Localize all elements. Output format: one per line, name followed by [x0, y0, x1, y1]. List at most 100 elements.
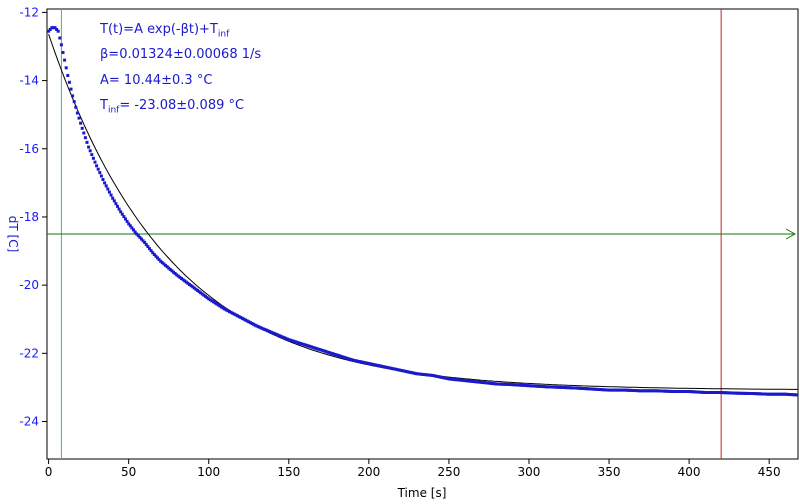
- data-point: [417, 372, 420, 376]
- data-point: [770, 392, 774, 396]
- data-point: [641, 389, 645, 393]
- data-point: [138, 235, 142, 239]
- data-point: [314, 346, 318, 350]
- data-point: [570, 386, 574, 390]
- data-point: [288, 338, 292, 342]
- data-point: [268, 330, 272, 333]
- data-point: [420, 372, 424, 376]
- data-point: [758, 392, 762, 396]
- data-point: [692, 390, 696, 394]
- data-point: [511, 383, 515, 387]
- data-point: [312, 346, 316, 350]
- data-point: [401, 369, 404, 373]
- data-point: [617, 388, 621, 392]
- data-point: [594, 387, 598, 391]
- data-point: [602, 388, 606, 392]
- data-point: [130, 226, 134, 230]
- data-point: [152, 253, 156, 256]
- data-point: [58, 36, 62, 40]
- data-point: [573, 386, 577, 390]
- data-point: [753, 392, 757, 396]
- data-point: [261, 327, 265, 331]
- data-point: [210, 299, 214, 303]
- data-point: [609, 388, 613, 392]
- data-point: [567, 386, 571, 390]
- data-point: [120, 212, 124, 216]
- data-point: [223, 307, 227, 311]
- data-point: [783, 392, 787, 396]
- y-axis-title: dT [C]: [6, 216, 20, 253]
- data-point: [730, 391, 734, 395]
- data-point: [714, 391, 718, 394]
- data-point: [474, 380, 478, 384]
- data-point: [626, 388, 630, 392]
- data-point: [537, 384, 541, 388]
- tinf-symbol: T: [100, 98, 108, 113]
- data-point: [501, 382, 505, 386]
- data-point: [178, 275, 182, 279]
- data-point: [694, 390, 697, 394]
- data-point: [240, 316, 244, 320]
- data-point: [578, 386, 582, 390]
- data-point: [237, 315, 241, 319]
- data-point: [698, 390, 702, 394]
- data-point: [583, 387, 587, 391]
- data-point: [79, 121, 83, 125]
- data-point: [426, 373, 430, 377]
- data-point: [356, 359, 360, 363]
- data-points: [47, 26, 798, 397]
- data-point: [399, 368, 403, 372]
- data-point: [481, 381, 484, 384]
- data-point: [759, 392, 763, 396]
- data-point: [247, 320, 251, 324]
- data-point: [794, 393, 798, 397]
- data-point: [207, 297, 211, 301]
- data-point: [614, 388, 617, 392]
- data-point: [527, 384, 531, 388]
- data-point: [320, 348, 324, 352]
- data-point: [365, 361, 369, 365]
- data-point: [298, 341, 302, 345]
- tinf-label: Tinf= -23.08±0.089 °C: [100, 98, 244, 116]
- data-point: [674, 390, 678, 393]
- data-point: [184, 280, 188, 284]
- data-point: [479, 380, 483, 384]
- data-point: [239, 316, 243, 319]
- data-point: [519, 383, 523, 387]
- data-point: [495, 382, 499, 386]
- data-point: [335, 353, 339, 357]
- data-point: [591, 387, 595, 391]
- data-point: [644, 389, 648, 393]
- data-point: [389, 366, 393, 370]
- data-point: [172, 270, 175, 274]
- data-point: [473, 380, 476, 384]
- data-point: [710, 391, 713, 394]
- data-point: [186, 281, 190, 285]
- data-point: [266, 329, 270, 333]
- x-tick-label: 450: [758, 465, 781, 479]
- data-point: [545, 385, 549, 389]
- data-point: [226, 309, 230, 313]
- data-point: [135, 232, 139, 236]
- data-point: [676, 390, 680, 393]
- data-point: [702, 390, 705, 394]
- data-point: [48, 28, 52, 31]
- data-point: [234, 313, 238, 317]
- data-point: [204, 294, 207, 298]
- data-point: [361, 360, 364, 364]
- data-point: [304, 343, 308, 347]
- tinf-value: = -23.08±0.089 °C: [119, 98, 245, 113]
- data-point: [492, 382, 496, 386]
- data-point: [221, 306, 225, 310]
- data-point: [722, 391, 726, 395]
- data-point: [745, 391, 749, 395]
- x-tick-label: 350: [598, 465, 621, 479]
- data-point: [394, 367, 398, 371]
- data-point: [248, 321, 252, 325]
- data-point: [104, 184, 108, 188]
- data-point: [449, 377, 452, 381]
- data-point: [756, 392, 760, 396]
- data-point: [588, 387, 592, 391]
- data-point: [83, 136, 87, 140]
